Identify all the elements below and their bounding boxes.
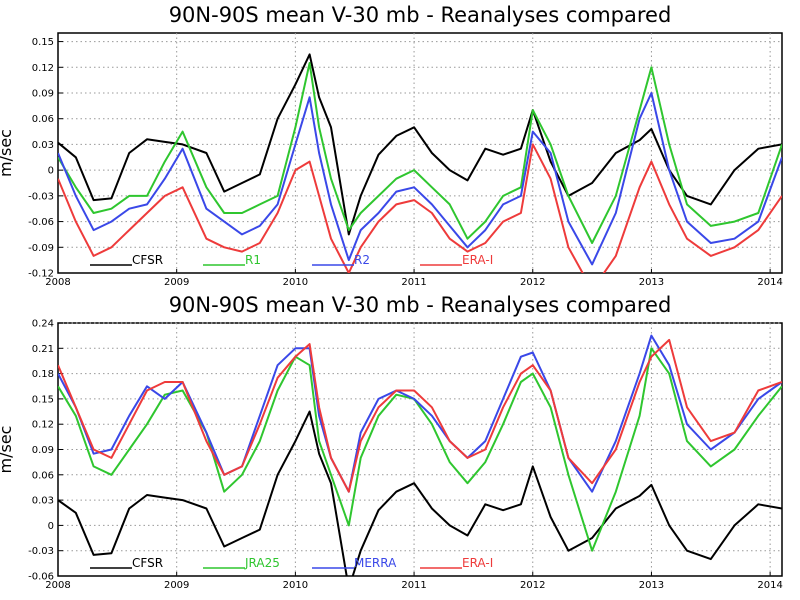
chart-title: 90N-90S mean V-30 mb - Reanalyses compar…	[169, 293, 672, 317]
y-tick-label: -0.12	[28, 269, 54, 280]
y-axis-label: m/sec	[0, 426, 15, 474]
x-tick-label: 2013	[639, 580, 664, 591]
x-tick-label: 2010	[283, 580, 308, 591]
series-line-r1	[58, 62, 782, 244]
y-tick-label: 0.12	[32, 63, 54, 74]
y-tick-label: 0.03	[32, 496, 54, 507]
y-tick-label: 0.12	[32, 420, 54, 431]
series-line-cfsr	[58, 53, 782, 236]
legend-label: ERA-I	[462, 253, 493, 267]
x-tick-label: 2009	[164, 277, 189, 288]
x-tick-label: 2010	[283, 277, 308, 288]
legend-label: CFSR	[132, 253, 163, 267]
x-tick-label: 2012	[520, 277, 545, 288]
y-tick-label: 0	[48, 521, 54, 532]
plot-frame	[57, 32, 783, 274]
series-line-jra25	[58, 347, 782, 552]
y-tick-label: 0.15	[32, 37, 54, 48]
x-tick-label: 2011	[401, 580, 426, 591]
y-tick-label: -0.03	[28, 191, 54, 202]
legend-label: CFSR	[132, 556, 163, 570]
y-tick-label: 0.09	[32, 445, 54, 456]
chart-title: 90N-90S mean V-30 mb - Reanalyses compar…	[169, 3, 672, 27]
x-tick-label: 2012	[520, 580, 545, 591]
y-tick-label: 0.09	[32, 89, 54, 100]
x-tick-label: 2008	[45, 277, 70, 288]
y-tick-label: -0.06	[28, 217, 54, 228]
y-tick-label: 0.03	[32, 140, 54, 151]
series-line-cfsr	[58, 410, 782, 576]
x-tick-label: 2008	[45, 580, 70, 591]
y-tick-label: 0.15	[32, 394, 54, 405]
x-tick-label: 2014	[757, 580, 782, 591]
legend-label: JRA25	[244, 556, 280, 570]
x-tick-label: 2014	[757, 277, 782, 288]
y-tick-label: -0.06	[28, 572, 54, 583]
x-tick-label: 2011	[401, 277, 426, 288]
y-tick-label: 0.06	[32, 114, 54, 125]
legend-label: R1	[245, 253, 261, 267]
y-tick-label: 0.06	[32, 470, 54, 481]
chart-panel-1: 90N-90S mean V-30 mb - Reanalyses compar…	[0, 3, 783, 288]
y-axis-label: m/sec	[0, 129, 15, 177]
y-tick-label: -0.03	[28, 546, 54, 557]
series-line-r2	[58, 92, 782, 266]
y-tick-label: 0.24	[32, 319, 54, 330]
series-line-era-i	[58, 338, 782, 493]
chart-panel-2: 90N-90S mean V-30 mb - Reanalyses compar…	[0, 293, 783, 591]
legend-label: R2	[354, 253, 370, 267]
x-tick-label: 2013	[639, 277, 664, 288]
series-line-era-i	[58, 143, 782, 273]
legend-label: ERA-I	[462, 556, 493, 570]
y-tick-label: 0.21	[32, 344, 54, 355]
legend-label: MERRA	[354, 556, 397, 570]
y-tick-label: -0.09	[28, 243, 54, 254]
y-tick-label: 0.18	[32, 369, 54, 380]
x-tick-label: 2009	[164, 580, 189, 591]
y-tick-label: 0	[48, 166, 54, 177]
